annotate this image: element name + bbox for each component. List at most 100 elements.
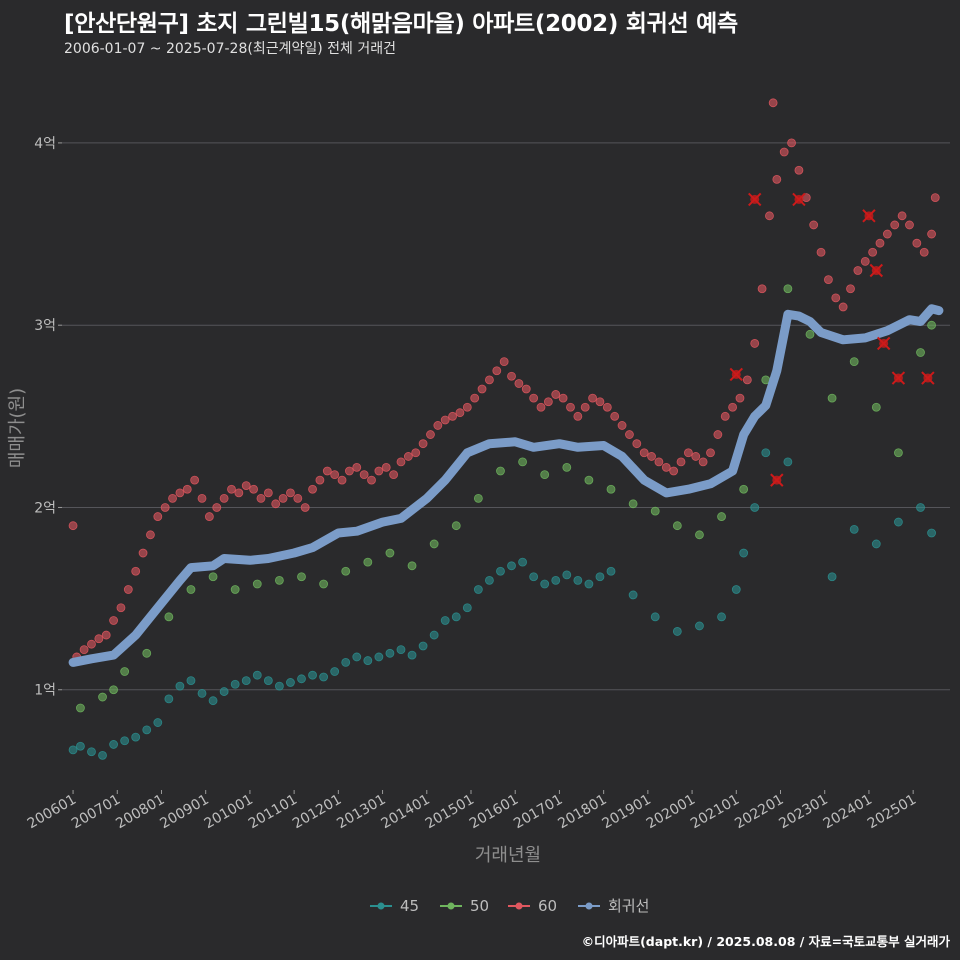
- point-50: [562, 462, 572, 472]
- point-45: [507, 561, 516, 571]
- point-45: [595, 572, 605, 582]
- point-45: [606, 566, 616, 576]
- point-60: [543, 397, 553, 407]
- point-45: [451, 612, 461, 622]
- point-45: [916, 503, 925, 512]
- point-45: [341, 658, 351, 667]
- point-60: [241, 481, 251, 490]
- highlight-marker: [792, 192, 806, 207]
- point-60: [227, 484, 236, 494]
- point-60: [396, 457, 406, 467]
- point-50: [827, 393, 837, 403]
- point-60: [706, 448, 715, 458]
- point-45: [731, 585, 741, 594]
- x-tick-label: 201101: [246, 792, 300, 833]
- point-50: [109, 685, 118, 695]
- point-60: [470, 393, 480, 403]
- point-50: [628, 499, 638, 509]
- point-60: [175, 488, 185, 498]
- point-50: [672, 521, 682, 531]
- highlight-markers: [729, 192, 935, 487]
- x-tick-label: 201901: [600, 792, 654, 833]
- point-60: [219, 493, 229, 503]
- point-60: [558, 393, 568, 403]
- point-60: [566, 402, 575, 412]
- x-tick-label: 201601: [467, 792, 521, 833]
- point-50: [363, 557, 373, 567]
- point-45: [120, 736, 130, 746]
- point-60: [492, 366, 502, 376]
- point-45: [894, 517, 903, 527]
- legend-item-2: 60: [508, 897, 557, 915]
- point-60: [639, 448, 649, 458]
- point-60: [116, 603, 126, 613]
- point-60: [94, 634, 104, 644]
- point-45: [208, 696, 218, 706]
- point-45: [241, 676, 251, 686]
- point-60: [794, 165, 804, 175]
- point-60: [625, 430, 634, 439]
- point-45: [927, 528, 936, 538]
- point-45: [418, 641, 428, 651]
- point-50: [451, 521, 461, 531]
- point-60: [462, 402, 472, 412]
- point-45: [153, 718, 163, 727]
- point-60: [595, 397, 605, 407]
- point-60: [875, 238, 885, 248]
- point-60: [919, 247, 929, 257]
- point-60: [101, 630, 111, 640]
- point-50: [650, 506, 660, 516]
- y-tick-label: 3억: [34, 318, 56, 334]
- point-45: [352, 652, 362, 662]
- point-60: [772, 174, 782, 184]
- point-60: [654, 457, 664, 467]
- point-60: [573, 411, 583, 421]
- point-60: [912, 238, 922, 248]
- point-60: [153, 512, 163, 521]
- point-45: [849, 524, 859, 534]
- point-50: [849, 357, 859, 367]
- point-45: [363, 656, 373, 665]
- point-60: [529, 393, 539, 403]
- point-60: [890, 220, 900, 230]
- point-45: [87, 747, 96, 757]
- point-60: [286, 488, 295, 498]
- data-points: [68, 98, 940, 760]
- point-60: [735, 393, 745, 403]
- point-60: [426, 430, 435, 439]
- legend: 45 50 60 회귀선: [370, 897, 649, 915]
- highlight-marker: [770, 473, 784, 487]
- point-60: [768, 98, 778, 108]
- point-60: [742, 375, 752, 385]
- point-45: [407, 650, 417, 660]
- legend-label: 회귀선: [608, 897, 649, 915]
- point-45: [396, 645, 406, 655]
- point-60: [485, 375, 494, 385]
- point-60: [846, 284, 855, 294]
- point-45: [540, 579, 550, 589]
- point-50: [606, 484, 616, 494]
- point-50: [252, 579, 262, 589]
- point-60: [787, 138, 796, 148]
- point-60: [831, 293, 841, 303]
- point-50: [429, 539, 439, 549]
- point-60: [337, 475, 347, 485]
- point-50: [518, 457, 527, 467]
- legend-item-1: 50: [440, 897, 489, 915]
- point-60: [381, 462, 391, 472]
- point-60: [905, 220, 914, 230]
- point-60: [860, 256, 870, 266]
- point-50: [274, 575, 284, 585]
- point-60: [374, 466, 384, 476]
- point-50: [473, 493, 483, 503]
- point-45: [750, 503, 760, 512]
- point-45: [330, 667, 340, 676]
- point-45: [628, 590, 638, 600]
- point-45: [98, 750, 107, 760]
- point-60: [676, 457, 686, 467]
- x-tick-label: 201401: [378, 792, 432, 833]
- point-60: [190, 475, 200, 485]
- point-60: [927, 229, 936, 239]
- point-45: [695, 621, 704, 631]
- point-60: [440, 415, 450, 425]
